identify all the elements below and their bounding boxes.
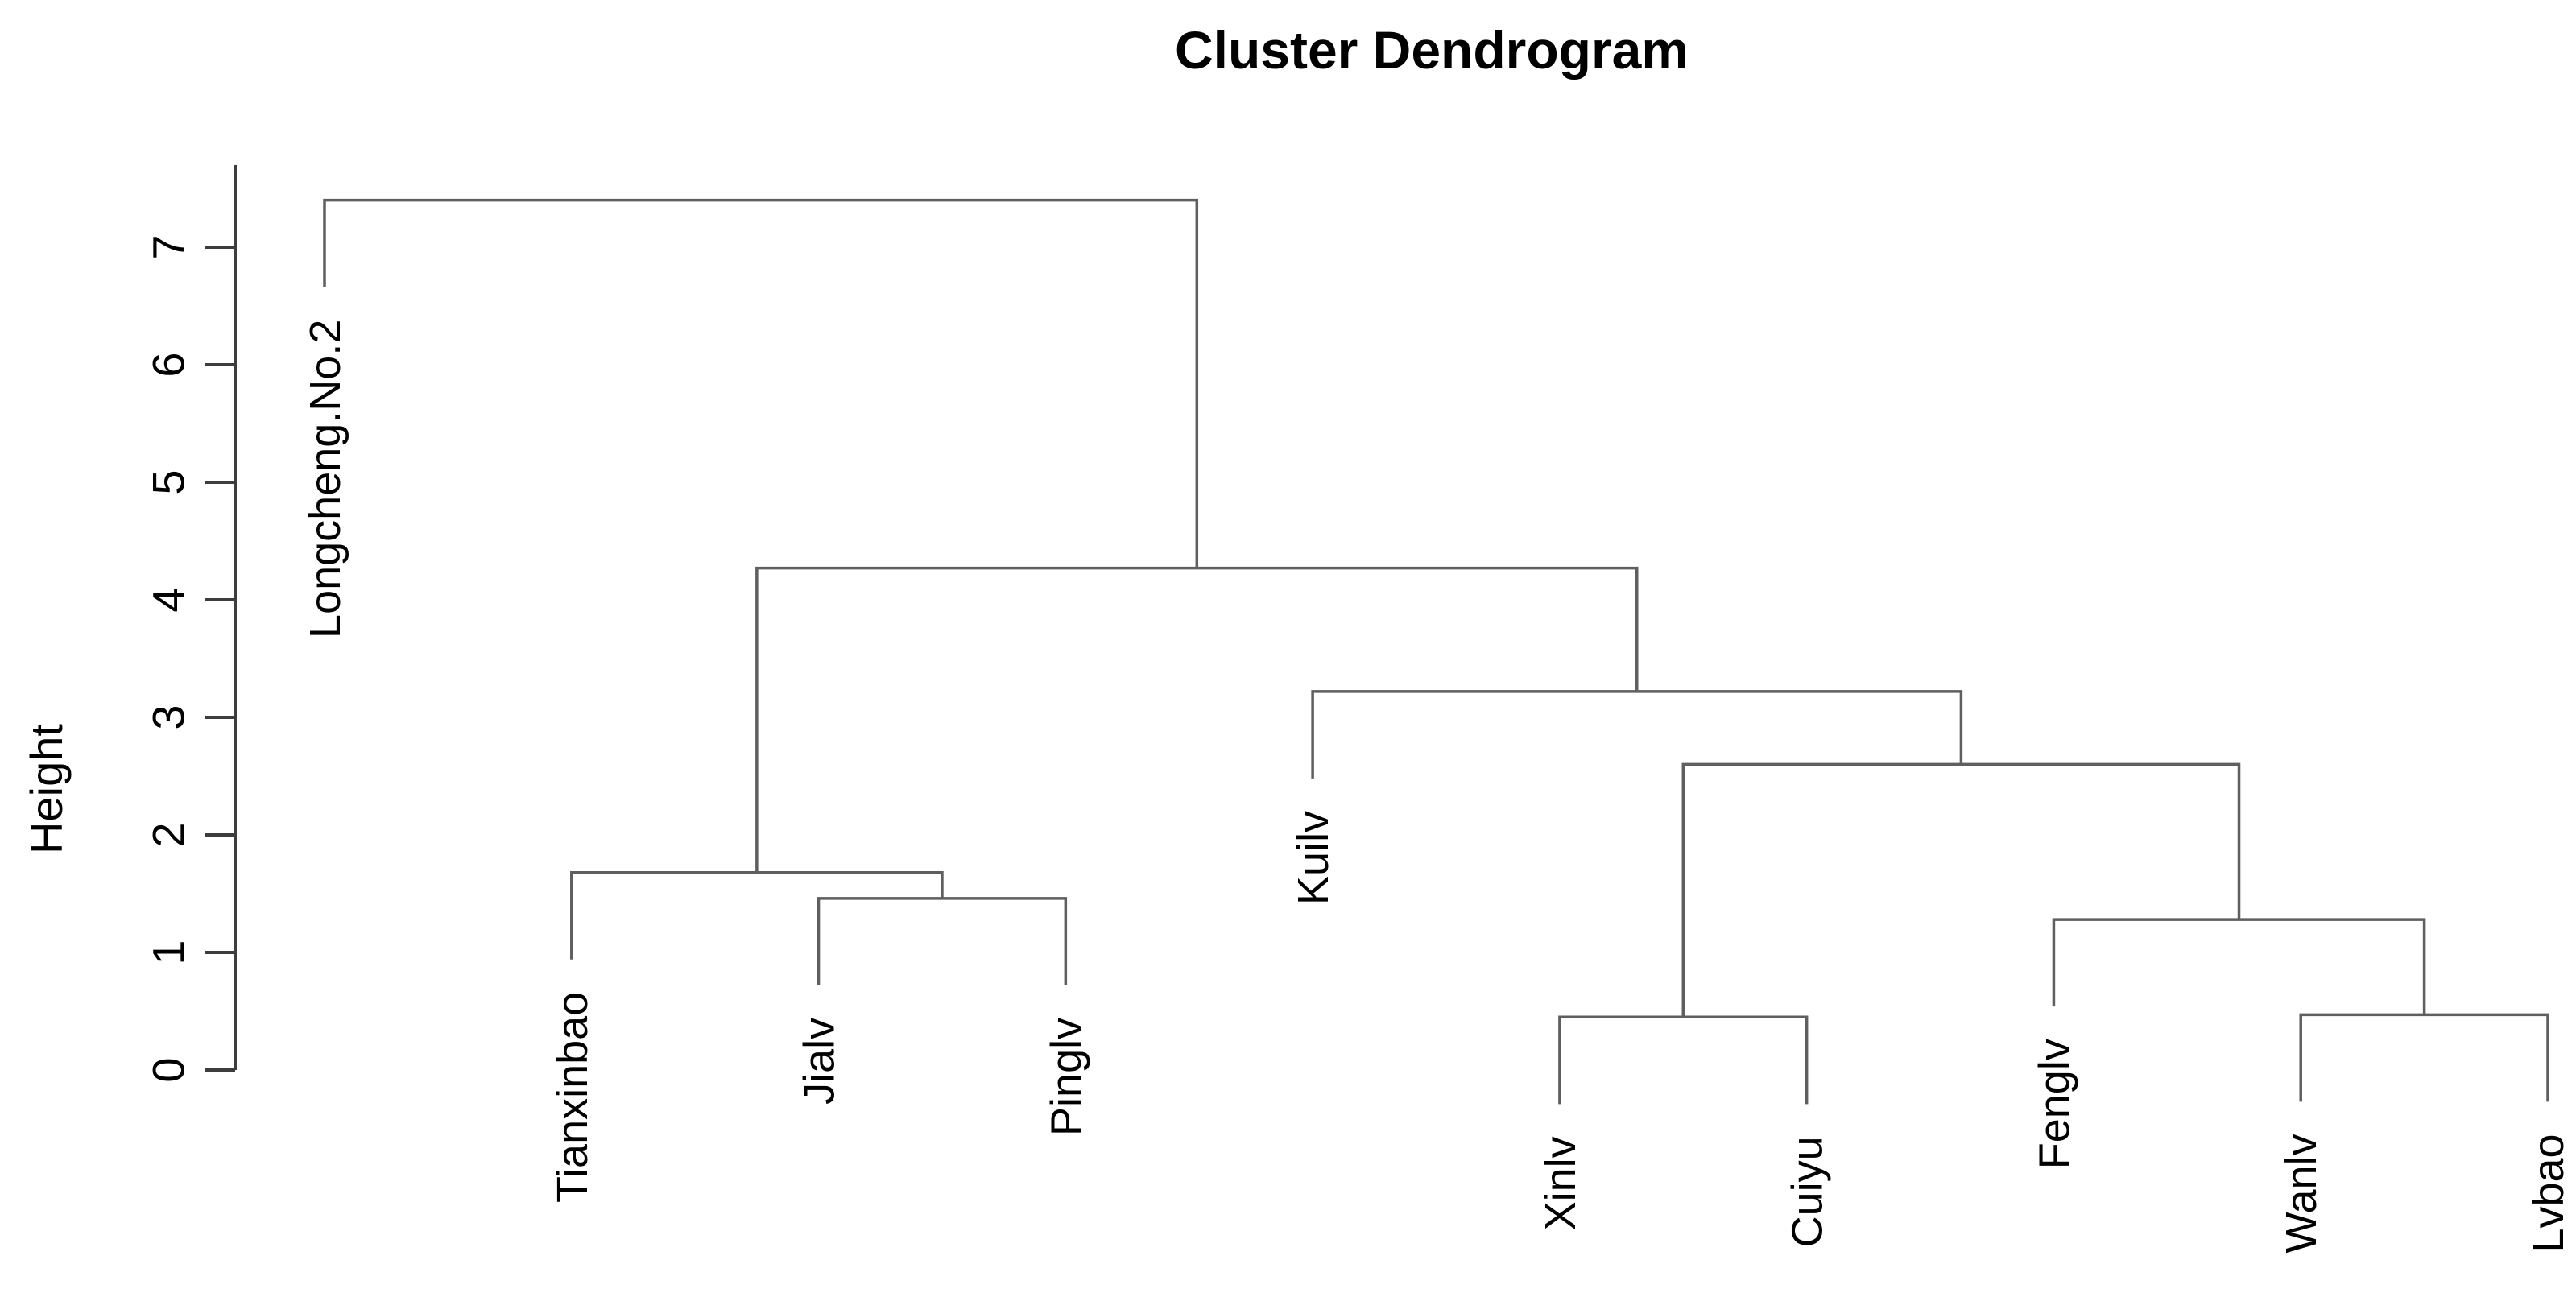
dendrogram-link [755,566,1639,873]
dendrogram-link [1681,762,2241,1018]
leaf-label: Fenglv [2030,1039,2078,1169]
dendrogram-link [2052,918,2426,1015]
y-axis-tick-label: 6 [143,352,194,377]
leaf-label: Kuilv [1289,811,1338,905]
leaf-label: Pinglv [1042,1018,1090,1136]
dendrogram-link [817,897,1068,985]
y-axis-tick-label: 2 [143,822,194,847]
leaf-label: Wanlv [2277,1134,2326,1253]
dendrogram-link [1558,1015,1809,1105]
y-axis-tick-label: 5 [143,469,194,494]
y-axis-tick-label: 3 [143,704,194,729]
dendrogram-link [323,198,1199,568]
leaf-label: Lvbao [2524,1134,2573,1252]
leaf-label: Jialv [796,1018,844,1105]
y-axis-tick-label: 4 [143,587,194,612]
y-axis-tick-label: 1 [143,940,194,965]
dendrogram-link [2299,1013,2549,1102]
dendrogram-link [570,870,944,960]
leaf-label: Longcheng.No.2 [301,320,349,638]
leaf-label: Cuiyu [1784,1136,1832,1247]
y-axis-tick-label: 0 [143,1057,194,1082]
leaf-label: Xinlv [1536,1136,1585,1230]
leaf-label: Tianxinbao [548,992,597,1203]
y-axis-tick-label: 7 [143,234,194,259]
chart-title: Cluster Dendrogram [1174,20,1689,80]
